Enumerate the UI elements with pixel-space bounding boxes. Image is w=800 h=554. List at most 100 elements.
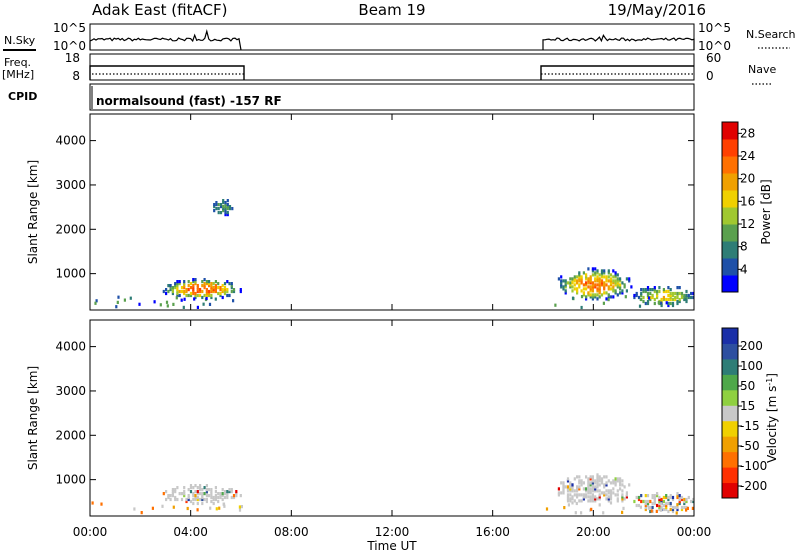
scatter-cell bbox=[585, 493, 587, 496]
scatter-cell bbox=[615, 493, 617, 496]
scatter-cell bbox=[181, 286, 183, 289]
scatter-speckle bbox=[193, 297, 195, 300]
colorbar-swatch bbox=[722, 405, 738, 421]
scatter-cell bbox=[676, 286, 678, 289]
scatter-speckle bbox=[656, 510, 658, 513]
scatter-cell bbox=[656, 290, 658, 293]
x-tick-label: 04:00 bbox=[173, 525, 208, 539]
scatter-cell bbox=[645, 288, 647, 291]
scatter-cell bbox=[667, 294, 669, 297]
scatter-cell bbox=[201, 488, 203, 491]
scatter-cell bbox=[233, 288, 235, 291]
scatter-cell bbox=[574, 283, 576, 286]
nsearch-label: N.Search bbox=[746, 28, 796, 41]
scatter-cell bbox=[612, 275, 614, 278]
scatter-speckle bbox=[184, 298, 186, 301]
scatter-cell bbox=[596, 283, 598, 286]
scatter-cell bbox=[228, 488, 230, 491]
scatter-speckle bbox=[546, 507, 548, 510]
scatter-cell bbox=[663, 508, 665, 511]
scatter-cell bbox=[183, 290, 185, 293]
scatter-cell bbox=[213, 282, 215, 285]
scatter-cell bbox=[601, 477, 603, 480]
scatter-cell bbox=[201, 492, 203, 495]
velocity-colorbar-label: Velocity [m s-1] bbox=[765, 373, 779, 463]
scatter-cell bbox=[636, 496, 638, 499]
scatter-cell bbox=[192, 502, 194, 505]
colorbar-swatch bbox=[722, 390, 738, 406]
scatter-cell bbox=[569, 497, 571, 500]
scatter-cell bbox=[640, 500, 642, 503]
scatter-cell bbox=[560, 491, 562, 494]
scatter-cell bbox=[574, 489, 576, 492]
scatter-cell bbox=[594, 495, 596, 498]
scatter-cell bbox=[583, 271, 585, 274]
scatter-speckle bbox=[580, 511, 582, 514]
scatter-cell bbox=[204, 498, 206, 501]
colorbar-tick-label: -200 bbox=[740, 479, 767, 493]
scatter-cell bbox=[201, 502, 203, 505]
scatter-cell bbox=[172, 488, 174, 491]
scatter-cell bbox=[667, 510, 669, 513]
scatter-cell bbox=[652, 294, 654, 297]
cpid-panel: CPID normalsound (fast) -157 RF bbox=[8, 84, 694, 110]
scatter-cell bbox=[652, 494, 654, 497]
scatter-cell bbox=[645, 500, 647, 503]
scatter-cell bbox=[217, 496, 219, 499]
scatter-cell bbox=[215, 201, 217, 204]
scatter-cell bbox=[218, 207, 220, 210]
scatter-cell bbox=[596, 473, 598, 476]
scatter-cell bbox=[558, 491, 560, 494]
scatter-cell bbox=[590, 495, 592, 498]
scatter-cell bbox=[567, 281, 569, 284]
scatter-cell bbox=[688, 496, 690, 499]
colorbar-tick-label: -15 bbox=[740, 419, 760, 433]
scatter-cell bbox=[615, 279, 617, 282]
scatter-cell bbox=[217, 500, 219, 503]
scatter-cell bbox=[636, 292, 638, 295]
scatter-cell bbox=[172, 286, 174, 289]
scatter-cell bbox=[590, 481, 592, 484]
colorbar-swatch bbox=[722, 275, 738, 293]
noise-tick-high-right: 10^5 bbox=[698, 21, 731, 35]
scatter-speckle bbox=[639, 305, 641, 308]
scatter-cell bbox=[571, 277, 573, 280]
scatter-speckle bbox=[621, 511, 623, 514]
velocity-ylabel: Slant Range [km] bbox=[26, 366, 40, 470]
scatter-cell bbox=[647, 292, 649, 295]
scatter-cell bbox=[647, 300, 649, 303]
colorbar-swatch bbox=[722, 224, 738, 242]
scatter-speckle bbox=[130, 297, 132, 300]
scatter-cell bbox=[608, 293, 610, 296]
scatter-speckle bbox=[684, 298, 686, 301]
scatter-cell bbox=[670, 288, 672, 291]
scatter-cell bbox=[217, 286, 219, 289]
scatter-cell bbox=[603, 269, 605, 272]
scatter-cell bbox=[213, 502, 215, 505]
scatter-cell bbox=[590, 285, 592, 288]
scatter-cell bbox=[185, 294, 187, 297]
scatter-cell bbox=[665, 494, 667, 497]
scatter-cell bbox=[215, 494, 217, 497]
scatter-cell bbox=[179, 280, 181, 283]
colorbar-swatch bbox=[722, 173, 738, 191]
freq-trace-evening bbox=[541, 66, 694, 80]
y-tick-label: 2000 bbox=[55, 428, 86, 442]
scatter-cell bbox=[649, 292, 651, 295]
scatter-cell bbox=[226, 294, 228, 297]
scatter-cell bbox=[619, 291, 621, 294]
scatter-cell bbox=[647, 286, 649, 289]
scatter-cell bbox=[676, 292, 678, 295]
scatter-cell bbox=[226, 288, 228, 291]
scatter-cell bbox=[562, 279, 564, 282]
scatter-cell bbox=[663, 496, 665, 499]
scatter-cell bbox=[576, 287, 578, 290]
noise-trace-evening bbox=[543, 35, 694, 50]
scatter-speckle bbox=[608, 298, 610, 301]
scatter-cell bbox=[204, 486, 206, 489]
scatter-cell bbox=[222, 492, 224, 495]
scatter-cell bbox=[612, 269, 614, 272]
scatter-speckle bbox=[239, 509, 241, 512]
scatter-cell bbox=[596, 287, 598, 290]
date-title: 19/May/2016 bbox=[608, 1, 706, 19]
